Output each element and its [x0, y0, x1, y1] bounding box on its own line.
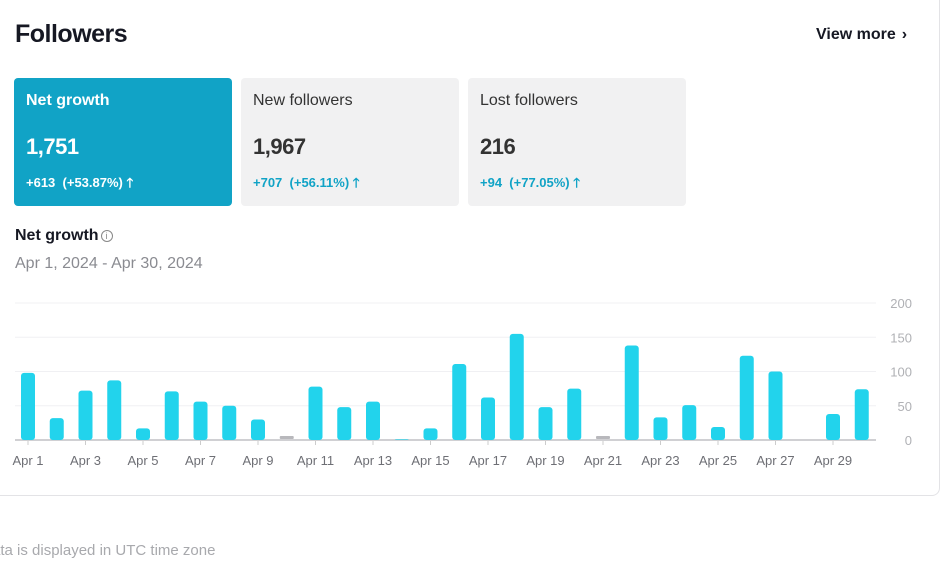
- bar: [854, 389, 869, 440]
- x-tick-label: Apr 13: [354, 453, 392, 468]
- tile-change: +707 (+56.11%) 🡑: [253, 174, 447, 196]
- bar: [222, 405, 237, 440]
- x-tick-label: Apr 27: [756, 453, 794, 468]
- x-tick-label: Apr 21: [584, 453, 622, 468]
- bar: [452, 363, 467, 440]
- bar: [136, 428, 150, 440]
- bar: [337, 407, 352, 440]
- tile-value: 1,967: [253, 134, 306, 159]
- bar: [49, 418, 64, 440]
- bar: [481, 397, 495, 440]
- bar: [596, 436, 610, 439]
- x-tick-label: Apr 5: [127, 453, 158, 468]
- bar: [251, 419, 265, 440]
- tile-label: New followers: [253, 92, 353, 109]
- change-abs: +707: [253, 175, 283, 190]
- bar: [624, 345, 639, 440]
- change-pct: (+53.87%): [62, 175, 123, 190]
- bar: [768, 371, 783, 440]
- tile-change: +94 (+77.05%) 🡑: [480, 174, 674, 196]
- x-tick-label: Apr 9: [242, 453, 273, 468]
- x-tick-label: Apr 7: [185, 453, 216, 468]
- bar: [394, 439, 409, 440]
- net-growth-chart: 0 50 100 150 200 Apr 1 Apr 3 Apr 5 Apr 7 Apr 9 Apr…: [12, 296, 912, 468]
- y-tick-label: 200: [890, 296, 912, 311]
- x-tick-label: Apr 1: [12, 453, 43, 468]
- tile-net-growth[interactable]: Net growth 1,751 +613 (+53.87%) 🡑: [14, 78, 232, 206]
- tile-new-followers[interactable]: New followers 1,967 +707 (+56.11%) 🡑: [241, 78, 459, 206]
- x-tick-label: Apr 17: [469, 453, 507, 468]
- bar: [308, 386, 323, 440]
- change-abs: +94: [480, 175, 503, 190]
- bar: [711, 426, 725, 440]
- arrow-up-icon: 🡑: [573, 175, 581, 190]
- x-tick-label: Apr 19: [526, 453, 564, 468]
- bar: [682, 405, 697, 440]
- x-tick-label: Apr 25: [699, 453, 737, 468]
- tile-lost-followers[interactable]: Lost followers 216 +94 (+77.05%) 🡑: [468, 78, 686, 206]
- tile-value: 1,751: [26, 134, 79, 159]
- x-tick-label: Apr 15: [411, 453, 449, 468]
- bar: [826, 413, 840, 440]
- view-more-label: View more: [816, 26, 896, 43]
- y-tick-label: 100: [890, 365, 912, 380]
- x-tick-label: Apr 11: [297, 453, 334, 468]
- y-tick-label: 50: [898, 399, 912, 414]
- bar: [21, 372, 35, 440]
- timezone-note: ata is displayed in UTC time zone: [0, 542, 216, 559]
- bar: [366, 401, 380, 440]
- x-tick-label: Apr 23: [641, 453, 679, 468]
- bar: [279, 436, 294, 439]
- change-pct: (+56.11%): [289, 175, 350, 190]
- x-tick-label: Apr 3: [70, 453, 101, 468]
- arrow-up-icon: 🡑: [352, 175, 360, 190]
- section-title: Net growth i: [15, 227, 113, 245]
- tile-value: 216: [480, 134, 516, 159]
- bar: [423, 428, 438, 440]
- bar: [653, 417, 668, 440]
- change-pct: (+77.05%): [509, 175, 570, 190]
- x-tick-label: Apr 29: [814, 453, 852, 468]
- tile-label: Net growth: [26, 92, 110, 109]
- tile-label: Lost followers: [480, 92, 578, 109]
- change-abs: +613: [26, 175, 56, 190]
- section-title-text: Net growth: [15, 227, 99, 244]
- bar: [509, 333, 524, 440]
- chevron-right-icon: ›: [901, 26, 908, 43]
- view-more-link[interactable]: View more ›: [816, 26, 907, 44]
- info-icon[interactable]: i: [100, 230, 113, 242]
- y-tick-label: 150: [890, 330, 912, 345]
- tile-change: +613 (+53.87%) 🡑: [26, 174, 220, 196]
- bar: [193, 401, 208, 440]
- bar: [164, 391, 179, 440]
- bar: [739, 355, 754, 440]
- arrow-up-icon: 🡑: [126, 175, 134, 190]
- y-tick-label: 0: [905, 433, 912, 448]
- bar: [567, 388, 582, 440]
- page-title: Followers: [15, 20, 128, 48]
- bar: [538, 407, 553, 440]
- bar: [78, 390, 93, 440]
- bar: [107, 380, 122, 440]
- date-range: Apr 1, 2024 - Apr 30, 2024: [15, 255, 203, 272]
